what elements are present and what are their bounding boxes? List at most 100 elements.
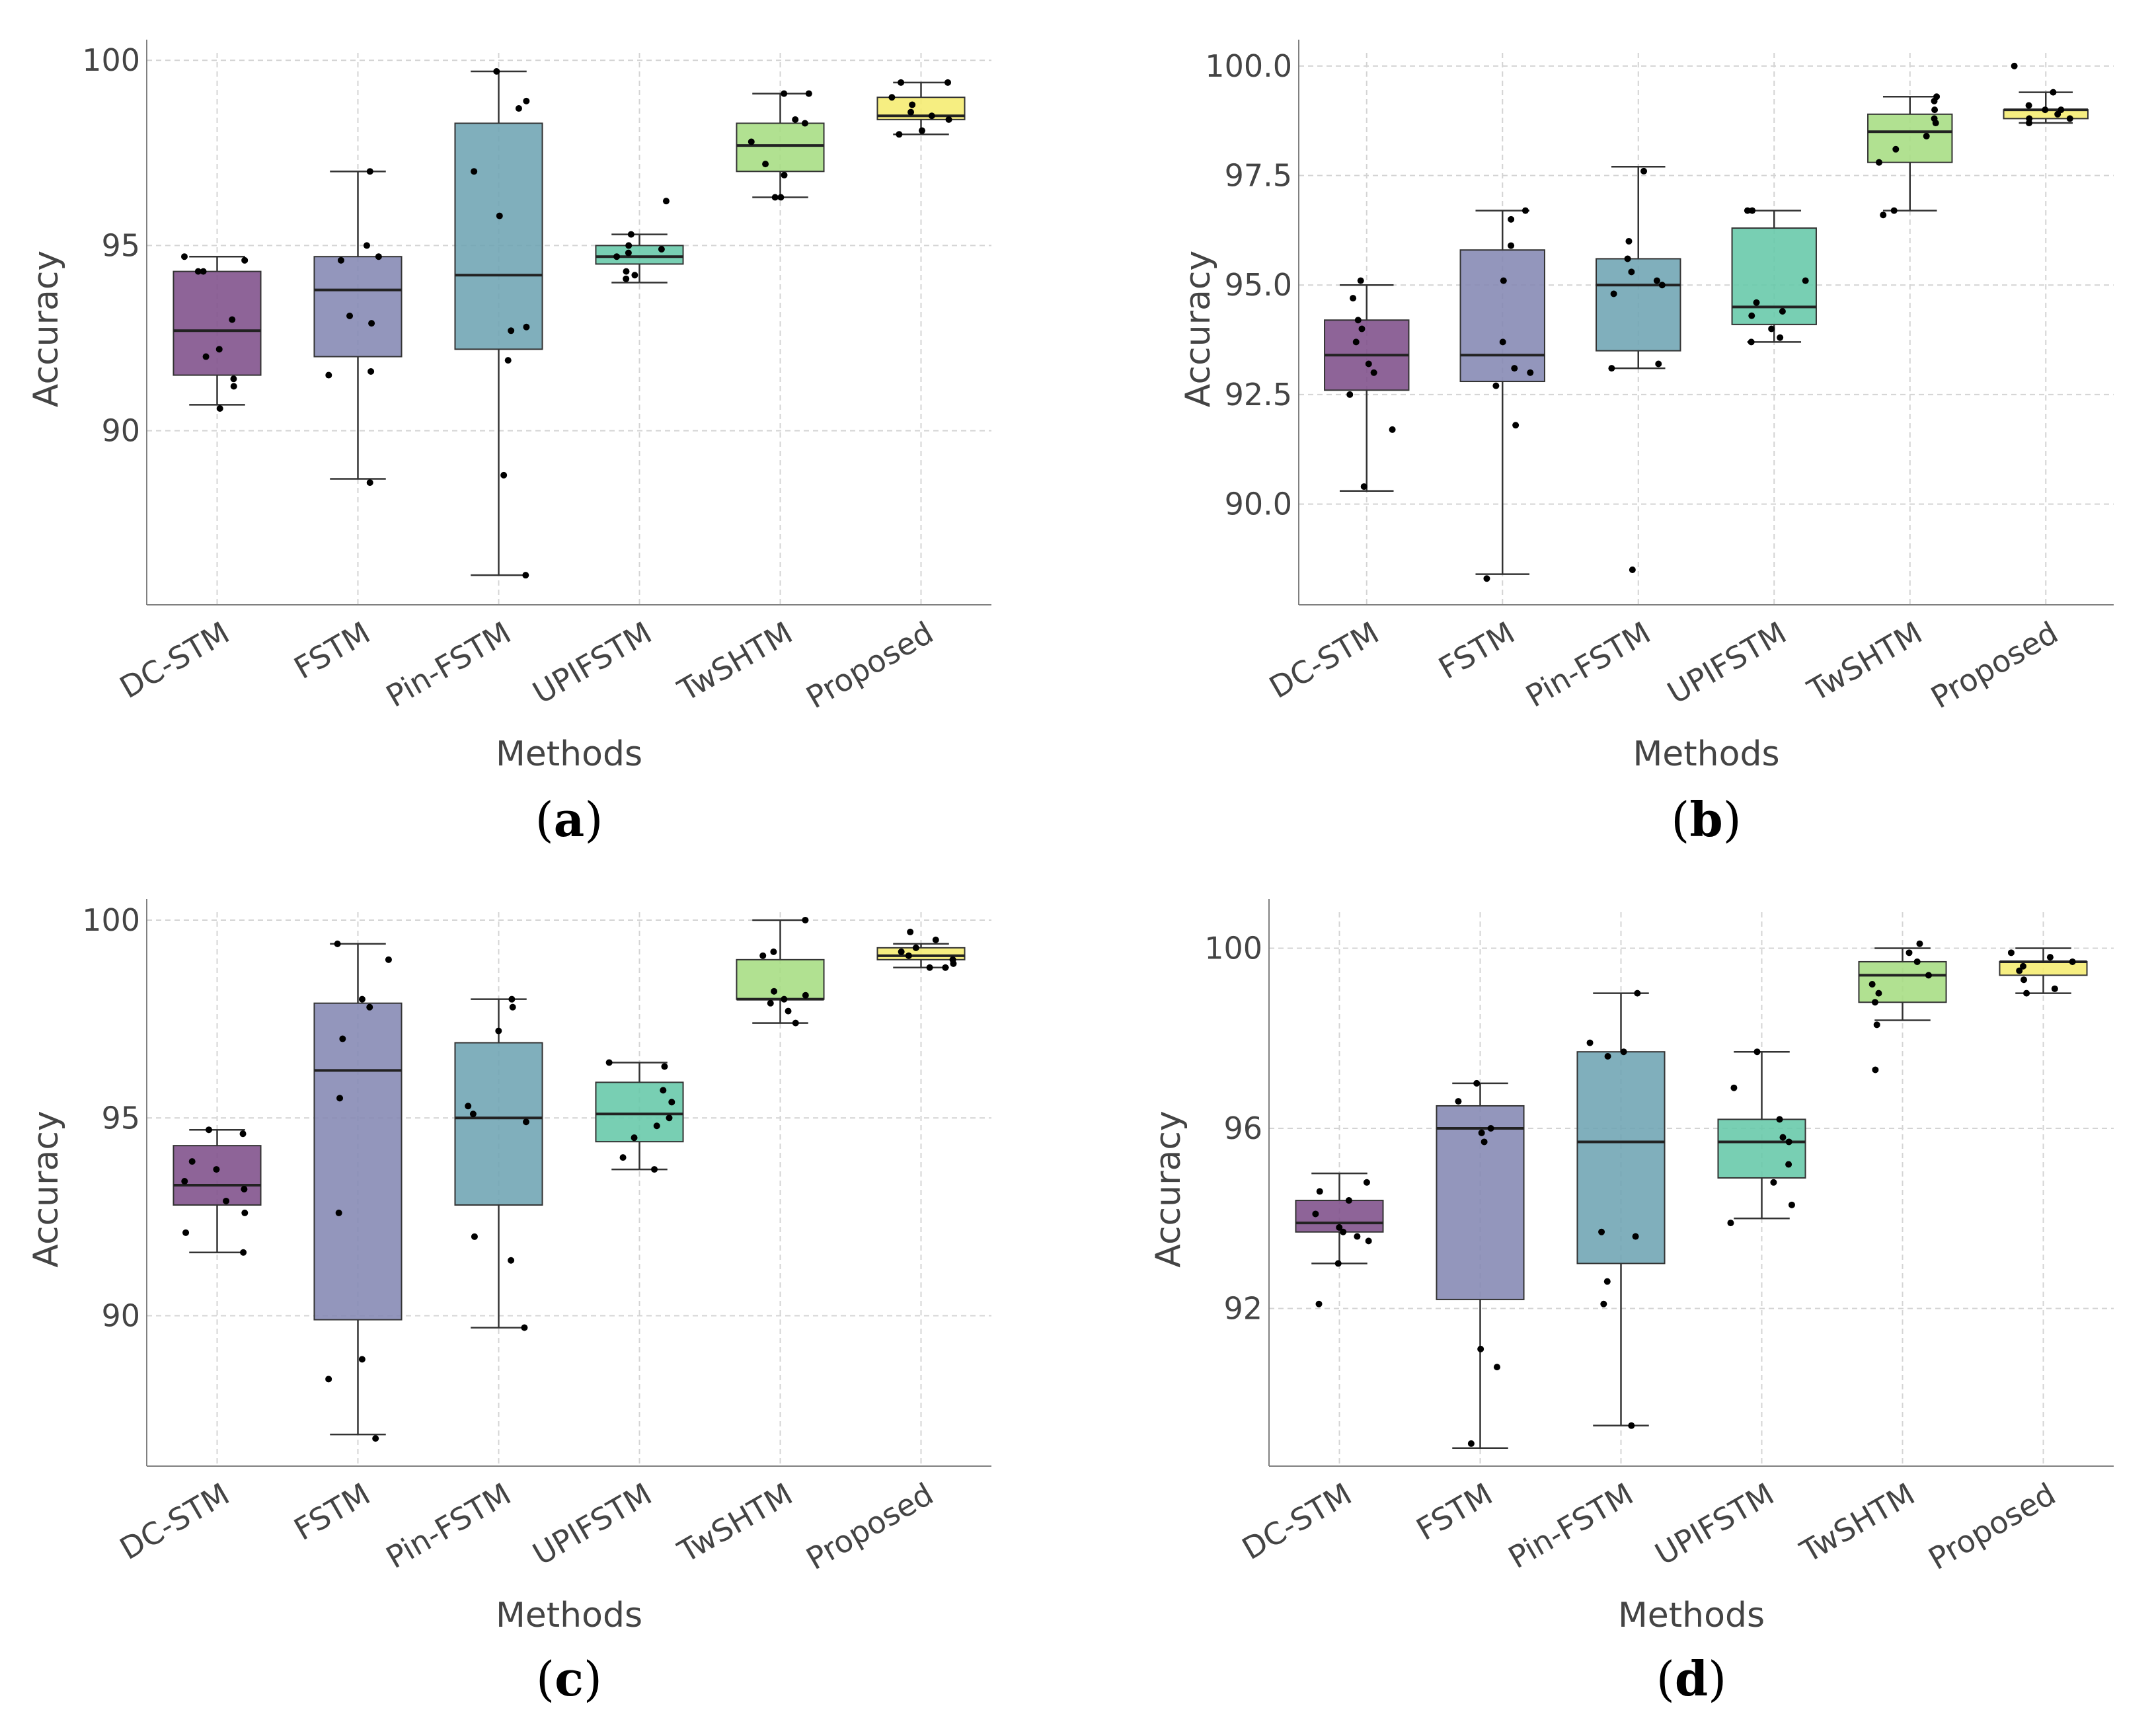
data-point <box>182 1229 190 1236</box>
data-point <box>767 999 774 1007</box>
x-tick-label: TwSHTM <box>672 615 798 709</box>
data-point <box>213 1166 220 1173</box>
box-pin-fstm <box>1576 1051 1666 1265</box>
y-tick-label: 96 <box>1223 1110 1262 1146</box>
data-point <box>200 268 207 275</box>
data-point <box>2025 120 2032 127</box>
box-twshtm <box>736 122 825 173</box>
x-tick-label: TwSHTM <box>1801 615 1928 709</box>
data-point <box>781 995 788 1003</box>
data-point <box>1357 277 1364 284</box>
data-point <box>1370 369 1377 376</box>
data-point <box>202 353 210 360</box>
data-point <box>504 357 512 364</box>
y-tick-label: 100 <box>82 42 140 78</box>
data-point <box>500 471 508 479</box>
box-twshtm <box>1867 113 1953 163</box>
data-point <box>1875 990 1882 997</box>
data-point <box>194 268 202 275</box>
data-point <box>239 1130 247 1138</box>
data-point <box>1481 1138 1488 1146</box>
data-point <box>1389 426 1396 433</box>
data-point <box>932 936 939 943</box>
data-point <box>1334 1260 1342 1267</box>
data-point <box>759 952 767 959</box>
data-point <box>1871 999 1878 1006</box>
data-point <box>1473 1079 1481 1087</box>
data-point <box>2042 106 2049 114</box>
x-tick-label: Pin-FSTM <box>380 1476 517 1576</box>
data-point <box>1600 1300 1607 1307</box>
data-point <box>465 1103 472 1110</box>
data-point <box>777 194 785 201</box>
data-point <box>1749 207 1756 214</box>
data-point <box>1508 242 1515 249</box>
data-point <box>888 94 896 101</box>
data-point <box>1925 972 1932 979</box>
data-point <box>325 1376 332 1383</box>
data-point <box>1336 1224 1343 1231</box>
data-point <box>771 988 778 995</box>
data-point <box>508 1257 515 1264</box>
data-point <box>229 316 236 323</box>
data-point <box>508 327 515 334</box>
data-point <box>495 1027 502 1034</box>
data-point <box>2007 949 2015 956</box>
chart-panel-a: 90 95 100 DC-STM FSTM Pin-FSTM UPIFSTM TwSHTM Pr… <box>26 40 991 847</box>
data-point <box>325 371 332 379</box>
data-point <box>1872 1066 1879 1073</box>
x-tick-label: Proposed <box>1923 1476 2061 1577</box>
box-pin-fstm <box>454 1042 543 1206</box>
data-point <box>2050 89 2057 96</box>
data-point <box>912 944 919 951</box>
data-point <box>613 253 621 260</box>
data-point <box>1788 1201 1795 1208</box>
data-point <box>1785 1161 1792 1168</box>
data-point <box>1802 277 1809 284</box>
data-point <box>1508 215 1515 223</box>
data-point <box>241 1186 248 1192</box>
data-point <box>2054 110 2061 118</box>
data-point <box>802 916 809 923</box>
data-point <box>944 79 952 86</box>
data-point <box>2011 62 2018 69</box>
data-point <box>666 1114 673 1122</box>
data-point <box>496 212 503 219</box>
x-tick-label: FSTM <box>1433 615 1521 686</box>
box-fstm <box>313 256 403 358</box>
data-point <box>337 256 344 264</box>
data-point <box>181 1178 188 1185</box>
data-point <box>385 956 392 963</box>
data-point <box>335 1209 342 1216</box>
data-point <box>1768 325 1775 332</box>
data-point <box>802 992 809 999</box>
data-point <box>1916 940 1923 947</box>
data-point <box>918 127 925 134</box>
box-twshtm <box>736 958 825 1000</box>
data-point <box>668 1099 675 1106</box>
data-point <box>1493 1364 1500 1371</box>
x-tick-label: DC-STM <box>1236 1476 1358 1567</box>
data-point <box>792 116 799 123</box>
x-tick-label: UPIFSTM <box>527 615 658 711</box>
x-tick-label: DC-STM <box>114 615 235 705</box>
data-point <box>230 383 237 390</box>
data-point <box>792 1019 799 1027</box>
data-point <box>748 138 755 145</box>
data-point <box>180 253 188 260</box>
data-point <box>1512 422 1520 429</box>
data-point <box>2023 990 2030 997</box>
panel-label: (b) <box>1671 791 1742 847</box>
y-tick-label: 92 <box>1223 1291 1262 1327</box>
data-point <box>1483 575 1490 582</box>
x-tick-label: TwSHTM <box>1794 1476 1921 1570</box>
data-point <box>1354 1233 1361 1240</box>
data-point <box>2025 102 2032 109</box>
data-point <box>1365 1237 1372 1245</box>
y-tick-label: 100 <box>1204 931 1262 966</box>
data-point <box>206 1126 213 1134</box>
data-point <box>1345 1197 1352 1204</box>
box-upifstm <box>595 245 684 265</box>
data-point <box>230 375 237 383</box>
data-point <box>1748 312 1755 319</box>
